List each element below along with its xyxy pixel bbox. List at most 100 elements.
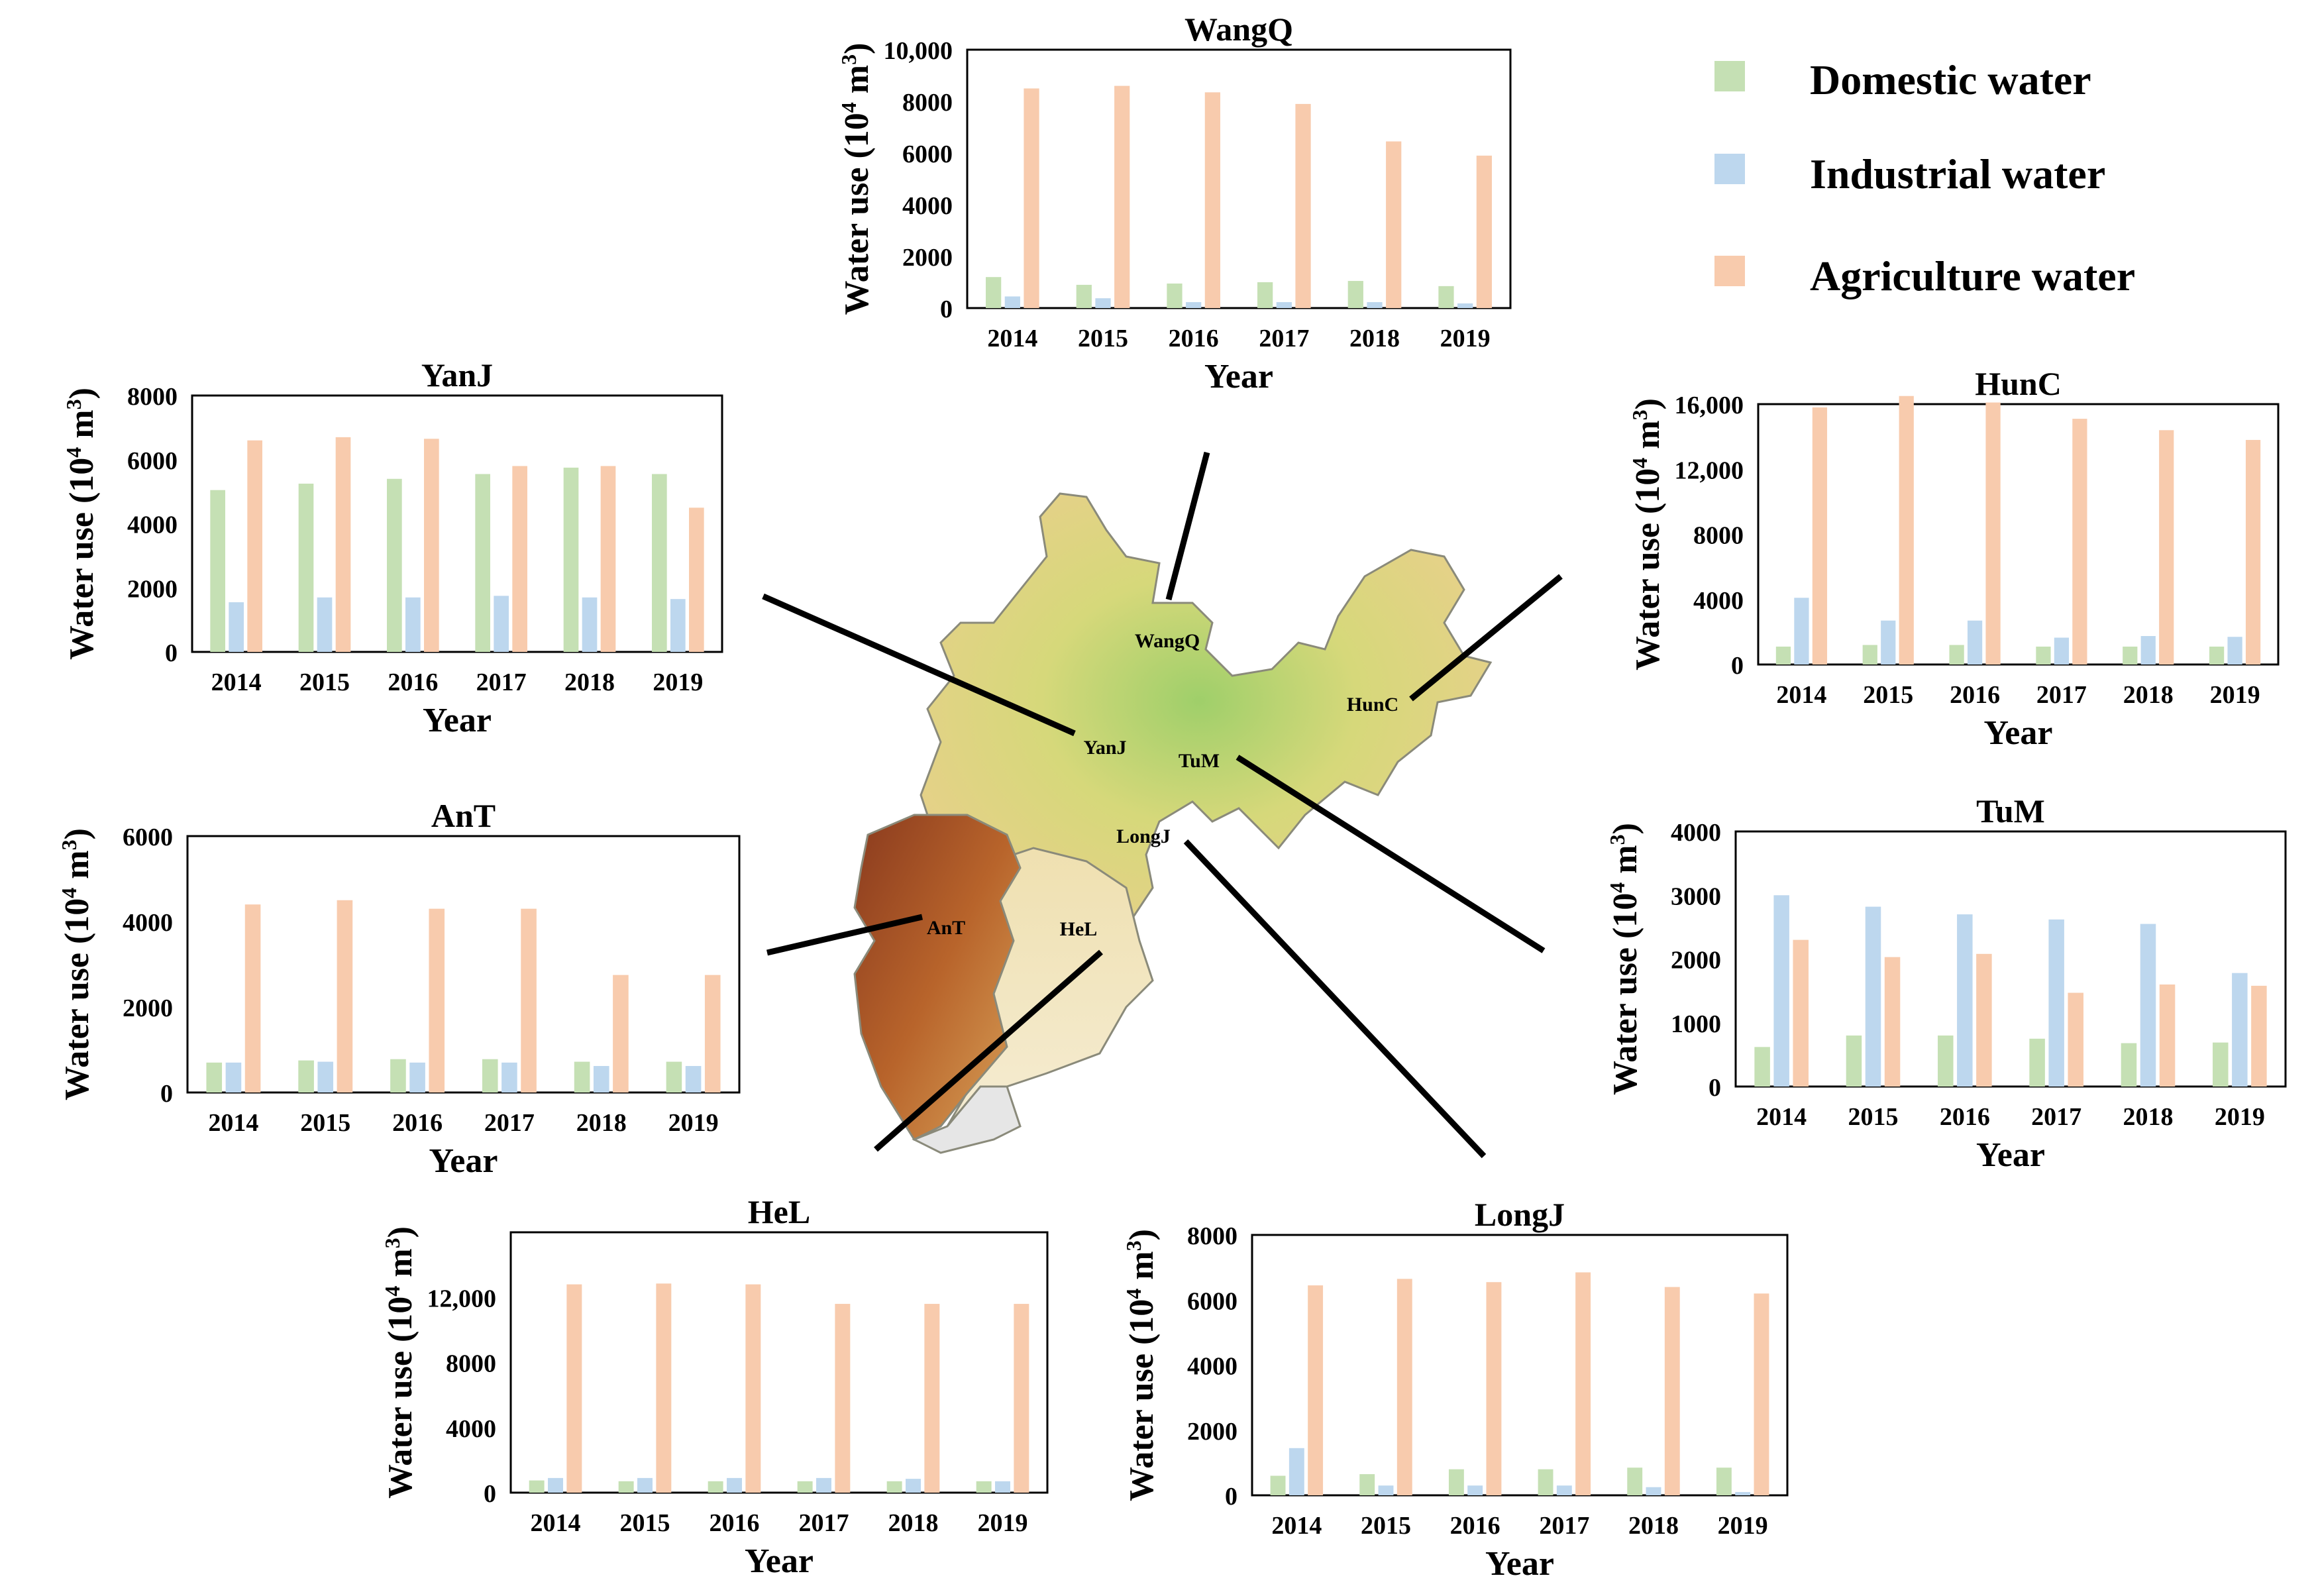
- chart-longj-bar: [1467, 1485, 1483, 1495]
- chart-ant-bar: [666, 1061, 682, 1092]
- chart-longj-xtick: 2018: [1628, 1512, 1679, 1540]
- chart-wangq-title: WangQ: [1184, 11, 1293, 48]
- chart-tum-bar: [2048, 919, 2064, 1087]
- map-label-longj: LongJ: [1116, 825, 1171, 847]
- chart-longj-bar: [1359, 1474, 1375, 1495]
- chart-hunc: HunC 0 4000 8000 12,000 16,000 Water use (104 …: [1628, 365, 2280, 752]
- chart-tum-bar: [1938, 1036, 1954, 1087]
- chart-ant-xtick: 2015: [300, 1109, 350, 1137]
- chart-hunc-bar: [2159, 430, 2174, 665]
- chart-hunc-ylabel: Water use (104 m3): [1628, 398, 1667, 670]
- chart-hunc-xtick: 2017: [2036, 681, 2087, 709]
- chart-hunc-bar: [2227, 637, 2242, 665]
- chart-longj-ytick: 4000: [1187, 1353, 1237, 1381]
- chart-ant-bar: [685, 1066, 702, 1092]
- chart-yanj-xtick: 2014: [211, 668, 262, 696]
- chart-hel-xtick: 2018: [888, 1509, 939, 1537]
- chart-ant-bar: [574, 1061, 590, 1092]
- chart-yanj-frame: [191, 394, 723, 653]
- chart-yanj-ytick: 0: [165, 639, 178, 667]
- chart-hel-frame: [509, 1231, 1049, 1494]
- chart-yanj-xtick: 2016: [388, 668, 438, 696]
- chart-tum-ytick: 3000: [1671, 882, 1721, 910]
- map-southern-lowland: [912, 1085, 1022, 1154]
- chart-tum-bar: [2251, 985, 2267, 1087]
- chart-wangq: WangQ 0 2000 4000 6000 8000 10,000 Water use (1…: [837, 11, 1512, 396]
- leader-line-yanj: [762, 593, 1076, 737]
- chart-tum-xtick: 2016: [1940, 1103, 1990, 1131]
- chart-longj-ytick: 2000: [1187, 1418, 1237, 1446]
- chart-wangq-bar: [1476, 155, 1492, 308]
- chart-wangq-bar: [1076, 284, 1092, 308]
- map-label-wangq: WangQ: [1135, 630, 1200, 652]
- chart-yanj-xtick: 2017: [476, 668, 527, 696]
- chart-ant-bar: [409, 1062, 425, 1092]
- chart-hel-bar: [976, 1481, 992, 1493]
- chart-tum-bar: [1976, 953, 1992, 1087]
- legend-swatch-industrial: [1714, 154, 1745, 184]
- chart-hel-bar: [995, 1481, 1010, 1493]
- chart-yanj-bar: [475, 474, 490, 652]
- chart-hunc-bar: [1812, 407, 1828, 665]
- chart-longj-frame: [1251, 1234, 1789, 1497]
- chart-yanj-title: YanJ: [421, 356, 493, 394]
- chart-ant: AnT 0 2000 4000 6000 Water use (104 m3) 2014 20…: [57, 797, 741, 1180]
- chart-hunc-bar: [2036, 646, 2051, 665]
- chart-hel-bar: [548, 1477, 563, 1493]
- chart-longj-bar: [1270, 1475, 1286, 1495]
- chart-tum-xtick: 2018: [2123, 1103, 2174, 1131]
- chart-hel-bar: [886, 1481, 902, 1493]
- chart-wangq-bar: [1457, 303, 1473, 308]
- chart-hel-bar: [637, 1477, 653, 1493]
- chart-longj-bar: [1556, 1485, 1572, 1495]
- chart-ant-frame: [186, 835, 741, 1094]
- chart-ant-bar: [521, 908, 537, 1092]
- chart-hunc-ytick: 12,000: [1675, 456, 1744, 484]
- chart-hel-title: HeL: [748, 1193, 810, 1230]
- chart-hel-xlabel: Year: [745, 1542, 814, 1580]
- chart-tum-bar: [2140, 924, 2156, 1087]
- chart-hunc-xtick: 2015: [1863, 681, 1913, 709]
- chart-yanj-bar: [512, 466, 527, 652]
- chart-tum-frame: [1734, 830, 2287, 1088]
- chart-hel-bar: [618, 1481, 634, 1493]
- chart-tum-bar: [2029, 1038, 2045, 1087]
- chart-ant-ytick: 0: [160, 1080, 173, 1108]
- chart-hel-bar: [727, 1477, 742, 1493]
- chart-hunc-bar: [1794, 598, 1809, 665]
- chart-wangq-bar: [1438, 286, 1454, 308]
- chart-yanj-bar: [317, 597, 333, 652]
- chart-longj-bar: [1627, 1467, 1643, 1495]
- chart-yanj: YanJ 0 2000 4000 6000 8000 Water use (104 m3) 2…: [62, 356, 723, 739]
- chart-tum-title: TuM: [1976, 792, 2045, 829]
- chart-yanj-ytick: 2000: [127, 575, 178, 603]
- legend-label-domestic: Domestic water: [1810, 56, 2091, 103]
- chart-longj-bar: [1664, 1287, 1680, 1495]
- chart-wangq-xtick: 2015: [1078, 325, 1128, 352]
- chart-hel-bar: [816, 1477, 831, 1493]
- chart-tum-xtick: 2017: [2031, 1103, 2081, 1131]
- chart-tum-bar: [1754, 1047, 1770, 1087]
- chart-longj-bar: [1735, 1492, 1751, 1495]
- chart-hunc-bar: [2123, 646, 2138, 665]
- chart-yanj-xtick: 2019: [653, 668, 703, 696]
- chart-tum-xtick: 2014: [1756, 1103, 1807, 1131]
- chart-wangq-bar: [1204, 92, 1220, 308]
- chart-wangq-bar: [1024, 88, 1039, 308]
- chart-longj-bar: [1396, 1279, 1412, 1495]
- chart-yanj-bar: [210, 490, 225, 652]
- chart-wangq-ytick: 0: [940, 295, 953, 323]
- chart-hel-bar: [924, 1304, 940, 1493]
- chart-yanj-ylabel: Water use (104 m3): [62, 388, 101, 660]
- charts-group: WangQ 0 2000 4000 6000 8000 10,000 Water use (1…: [57, 11, 2287, 1583]
- chart-wangq-ylabel: Water use (104 m3): [837, 43, 876, 315]
- chart-wangq-ytick: 4000: [902, 192, 953, 220]
- chart-tum-xtick: 2019: [2215, 1103, 2265, 1131]
- chart-tum-ytick: 0: [1709, 1074, 1721, 1102]
- legend-label-agriculture: Agriculture water: [1810, 252, 2135, 299]
- chart-hunc-bar: [2245, 440, 2261, 665]
- chart-ant-xtick: 2017: [484, 1109, 535, 1137]
- chart-ant-bar: [317, 1061, 334, 1092]
- chart-hunc-ytick: 0: [1731, 652, 1744, 680]
